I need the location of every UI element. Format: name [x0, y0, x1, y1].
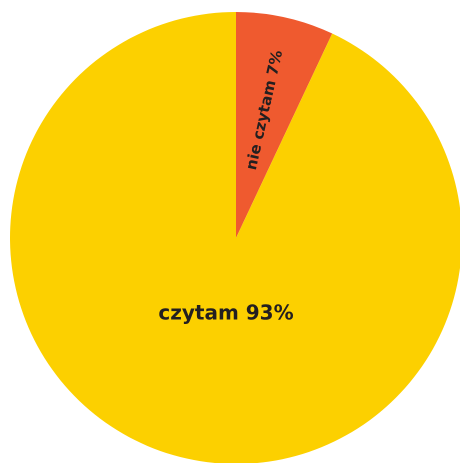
pie-slice-0	[236, 12, 333, 238]
pie-slice-1	[10, 12, 460, 464]
pie-slice-label-1: czytam 93%	[158, 301, 293, 325]
